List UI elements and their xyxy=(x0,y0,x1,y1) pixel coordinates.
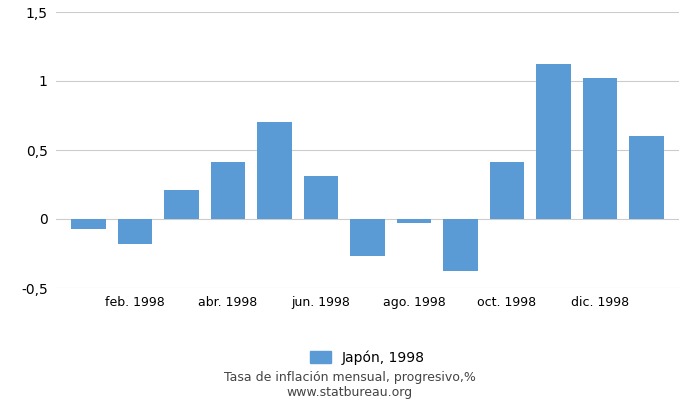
Bar xyxy=(71,219,106,229)
Text: www.statbureau.org: www.statbureau.org xyxy=(287,386,413,399)
Bar xyxy=(211,162,246,219)
Bar xyxy=(118,219,153,244)
Bar xyxy=(489,162,524,219)
Bar xyxy=(257,122,292,219)
Bar xyxy=(164,190,199,219)
Bar xyxy=(536,64,571,219)
Bar xyxy=(350,219,385,256)
Bar xyxy=(304,176,338,219)
Bar xyxy=(443,219,478,272)
Text: Tasa de inflación mensual, progresivo,%: Tasa de inflación mensual, progresivo,% xyxy=(224,372,476,384)
Bar xyxy=(582,78,617,219)
Bar xyxy=(629,136,664,219)
Legend: Japón, 1998: Japón, 1998 xyxy=(304,345,430,370)
Bar xyxy=(397,219,431,223)
